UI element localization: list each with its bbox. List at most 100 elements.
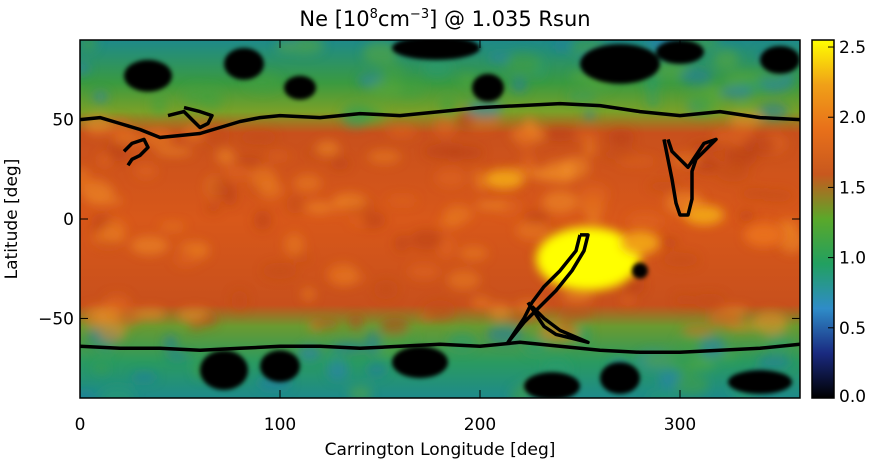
texture-blob: [566, 93, 598, 102]
texture-blob: [253, 210, 272, 231]
texture-blob: [587, 214, 601, 225]
texture-blob: [765, 334, 793, 353]
texture-blob: [223, 164, 252, 180]
texture-blob: [756, 354, 792, 370]
texture-blob: [552, 42, 570, 52]
texture-blob: [80, 182, 115, 201]
texture-blob: [488, 302, 512, 321]
texture-blob: [130, 236, 169, 255]
texture-blob: [470, 295, 492, 310]
coronal-hole: [284, 75, 316, 100]
texture-blob: [293, 174, 322, 193]
coronal-holes: [124, 40, 800, 398]
texture-blob: [92, 91, 108, 103]
y-tick-label: 0: [63, 210, 74, 230]
coronal-hole: [472, 73, 504, 102]
texture-blob: [439, 95, 457, 118]
coronal-hole: [124, 59, 172, 92]
texture-blob: [560, 321, 574, 331]
texture-blob: [159, 222, 186, 231]
texture-blob: [409, 229, 444, 250]
texture-blob: [326, 358, 349, 381]
texture-blob: [165, 351, 190, 361]
texture-blob: [134, 163, 158, 179]
texture-blob: [173, 253, 199, 267]
texture-blob: [206, 204, 221, 213]
texture-blob: [380, 317, 410, 336]
texture-blob: [131, 372, 158, 383]
texture-blob: [707, 307, 742, 329]
texture-blob: [231, 290, 248, 311]
texture-blob: [646, 390, 679, 398]
texture-blob: [648, 181, 682, 192]
texture-blob: [298, 345, 322, 362]
texture-blob: [542, 190, 579, 214]
texture-blob: [237, 157, 262, 167]
texture-blob: [582, 138, 597, 158]
texture-blob: [350, 216, 367, 226]
contour-north-west-loop-2: [167, 105, 214, 130]
texture-blob: [448, 332, 477, 351]
texture-blob: [542, 127, 578, 142]
coronal-hole: [580, 43, 660, 84]
texture-blob: [561, 289, 594, 303]
texture-blob: [646, 95, 660, 108]
texture-blob: [362, 41, 398, 65]
texture-blob: [201, 312, 218, 327]
texture-blob: [674, 294, 696, 305]
texture-blob: [673, 373, 709, 396]
x-tick-label: 100: [264, 415, 296, 435]
texture-blob: [98, 322, 126, 342]
texture-blob: [422, 57, 453, 79]
bright-region: [484, 169, 524, 190]
texture-blob: [85, 196, 124, 205]
coronal-hole: [392, 346, 448, 379]
texture-blob: [456, 109, 474, 131]
texture-blob: [475, 200, 508, 211]
texture-blob: [368, 78, 404, 98]
bright-region: [620, 230, 660, 255]
texture-blob: [447, 270, 481, 291]
texture-blob: [151, 92, 168, 116]
texture-blob: [286, 194, 305, 214]
texture-blob: [366, 362, 387, 377]
texture-blob: [433, 116, 456, 137]
contour-lines: [80, 101, 800, 355]
y-axis-label: Latitude [deg]: [2, 159, 22, 280]
texture-blob: [163, 334, 178, 351]
texture-blob: [216, 148, 236, 165]
texture-blob: [571, 130, 601, 141]
texture-blob: [315, 140, 340, 157]
texture-blob: [102, 219, 127, 243]
x-tick-label: 300: [664, 415, 696, 435]
texture-blob: [578, 183, 609, 206]
coronal-hole: [728, 370, 792, 395]
texture-blob: [373, 279, 399, 300]
coronal-hole: [392, 40, 480, 60]
texture-blob: [326, 351, 343, 364]
contour-north-boundary: [80, 101, 800, 140]
texture-blob: [681, 324, 715, 336]
y-tick-label: 50: [52, 111, 74, 131]
texture-blob: [608, 128, 635, 147]
texture-blob: [304, 201, 335, 214]
texture-blob: [265, 152, 291, 161]
texture-blob: [533, 168, 562, 182]
bright-regions: [484, 169, 784, 291]
texture-blob: [93, 305, 121, 325]
texture-blob: [556, 306, 594, 319]
texture-blob: [447, 146, 484, 160]
texture-blob: [387, 195, 418, 206]
x-axis: 0 100 200 300: [75, 40, 696, 435]
contour-north-west-loop: [122, 137, 150, 167]
texture-blob: [740, 188, 771, 200]
texture-blob: [507, 311, 536, 324]
colorbar-tick-label: 0.5: [839, 319, 866, 339]
bright-region: [684, 205, 724, 225]
texture-blob: [80, 391, 95, 398]
texture-blob: [621, 293, 635, 306]
texture-blob: [684, 91, 714, 102]
texture-blob: [94, 239, 123, 248]
texture-blob: [714, 128, 727, 145]
colorbar-tick-label: 2.5: [839, 38, 866, 58]
